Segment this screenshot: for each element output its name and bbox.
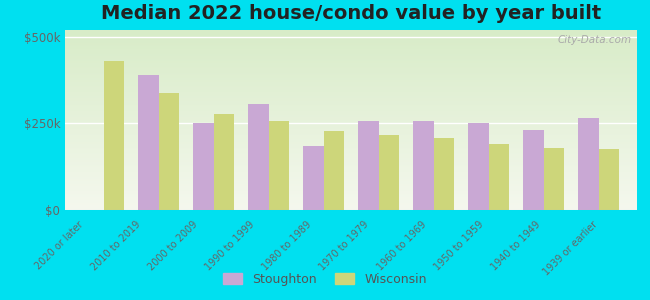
Bar	[138, 75, 159, 210]
Bar	[378, 134, 399, 210]
Bar	[599, 149, 619, 210]
Bar	[523, 130, 543, 210]
Text: 1970 to 1979: 1970 to 1979	[318, 219, 371, 272]
Bar	[268, 121, 289, 210]
Text: 1960 to 1969: 1960 to 1969	[375, 219, 428, 272]
Bar	[467, 123, 489, 210]
Text: 1939 or earlier: 1939 or earlier	[541, 219, 600, 277]
Bar	[489, 144, 510, 210]
Bar	[159, 93, 179, 210]
Text: 1990 to 1999: 1990 to 1999	[203, 219, 257, 272]
Bar	[103, 61, 124, 210]
Bar	[543, 148, 564, 210]
Title: Median 2022 house/condo value by year built: Median 2022 house/condo value by year bu…	[101, 4, 601, 23]
Bar	[358, 121, 378, 210]
Bar	[192, 123, 213, 210]
Text: 2020 or later: 2020 or later	[33, 219, 85, 271]
Text: 1950 to 1959: 1950 to 1959	[432, 219, 486, 272]
Text: City-Data.com: City-Data.com	[557, 35, 631, 45]
Text: 2000 to 2009: 2000 to 2009	[146, 219, 200, 272]
Text: 1940 to 1949: 1940 to 1949	[489, 219, 543, 272]
Legend: Stoughton, Wisconsin: Stoughton, Wisconsin	[218, 268, 432, 291]
Bar	[413, 121, 434, 210]
Bar	[248, 104, 268, 210]
Bar	[213, 114, 235, 210]
Bar	[434, 138, 454, 210]
Bar	[578, 118, 599, 210]
Text: 1980 to 1989: 1980 to 1989	[261, 219, 314, 272]
Bar	[324, 131, 344, 210]
Text: 2010 to 2019: 2010 to 2019	[89, 219, 142, 272]
Bar	[303, 146, 324, 210]
